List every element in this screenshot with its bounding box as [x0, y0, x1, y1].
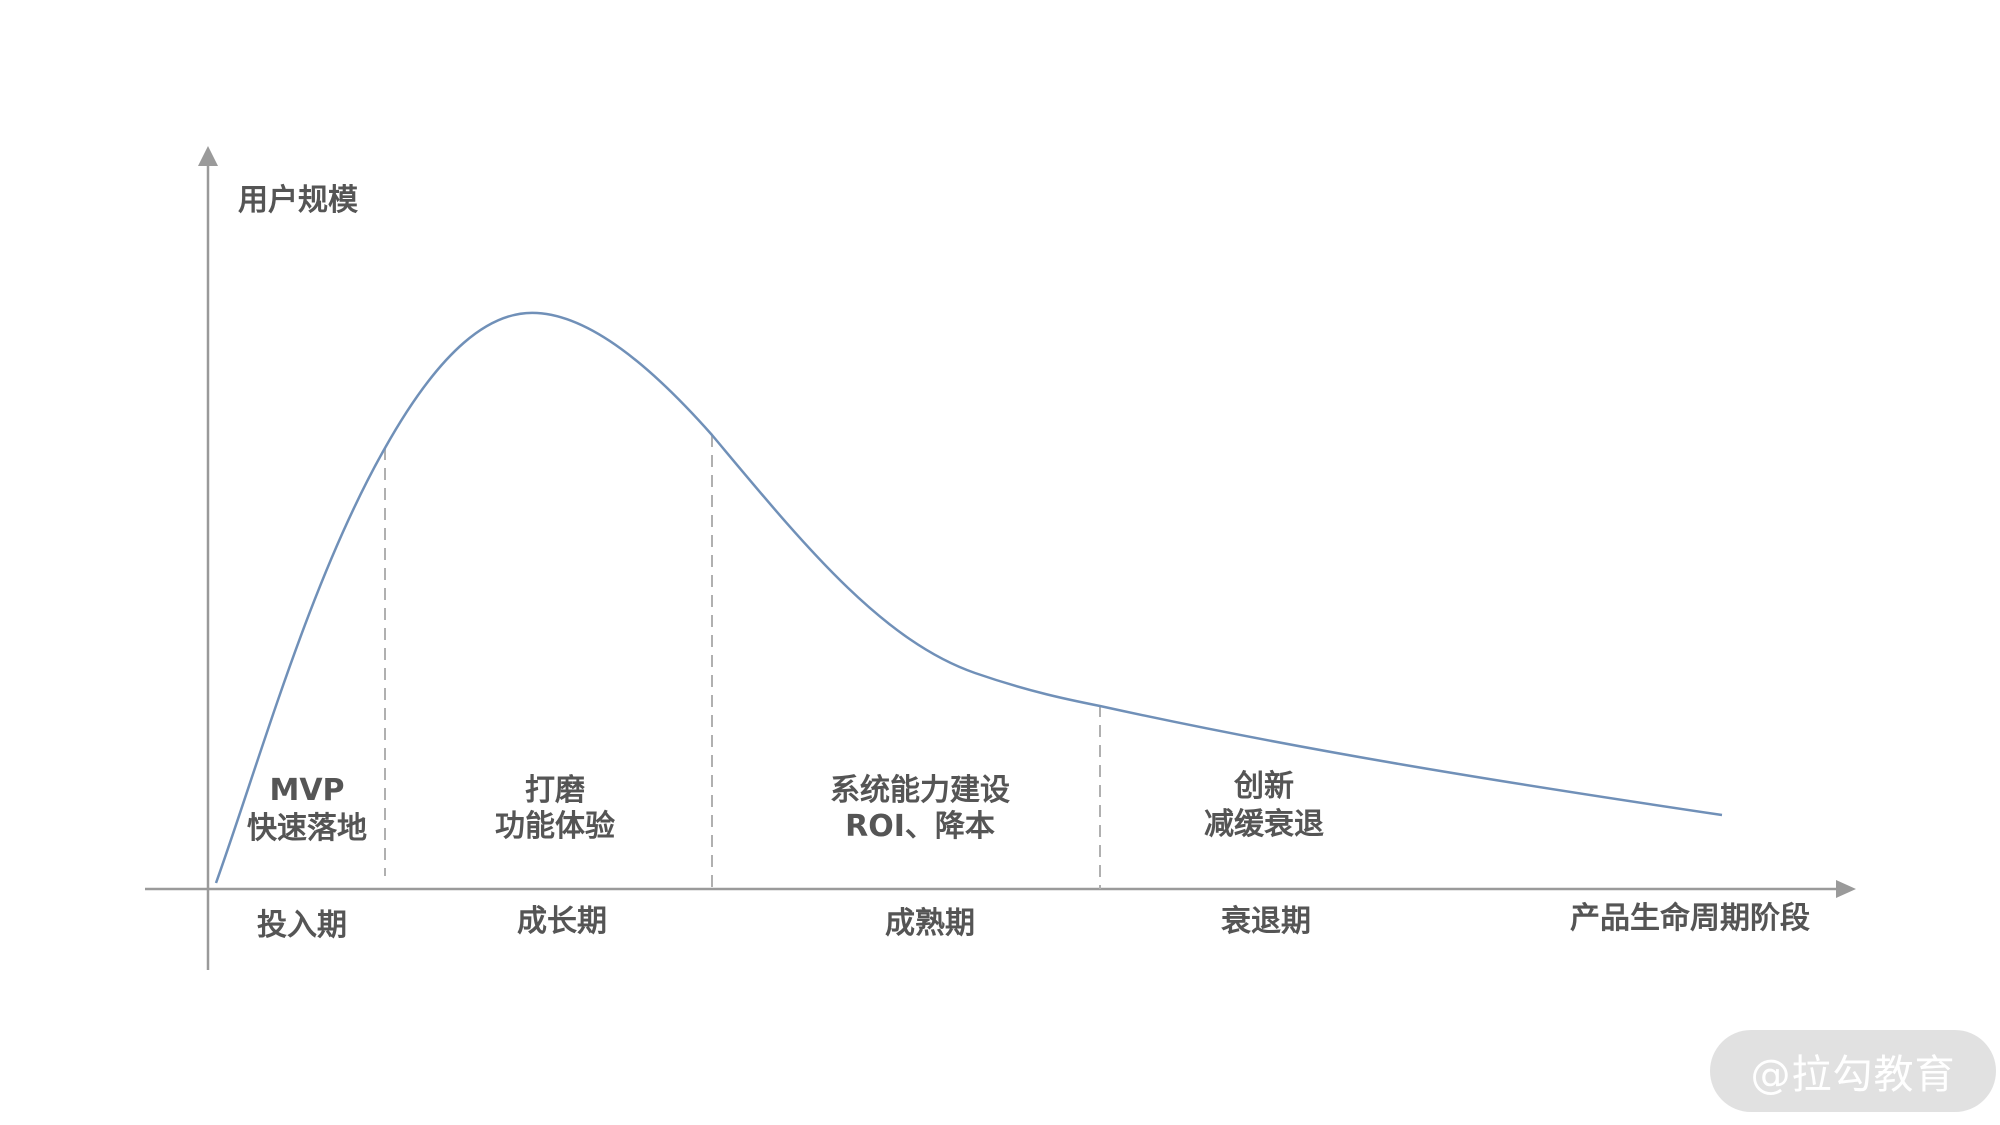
stage-3-description-line-1: 系统能力建设	[830, 773, 1010, 808]
stage-1-description-line-1: MVP	[269, 773, 344, 808]
stage-4-name: 衰退期	[1221, 904, 1311, 939]
lifecycle-curve	[214, 311, 1723, 884]
x-axis-label: 产品生命周期阶段	[1570, 901, 1810, 936]
stage-2-name: 成长期	[517, 904, 607, 939]
y-axis-arrow-icon	[198, 146, 218, 166]
watermark-badge: @拉勾教育	[1710, 1030, 1996, 1112]
stage-2-description-line-1: 打磨	[525, 773, 585, 808]
stage-1-description-line-2: 快速落地	[247, 811, 367, 846]
stage-2-description-line-2: 功能体验	[495, 809, 615, 844]
stage-3-name: 成熟期	[885, 906, 975, 941]
watermark-text: @拉勾教育	[1750, 1052, 1956, 1098]
x-axis-arrow-icon	[1836, 880, 1856, 898]
stage-4-description-line-1: 创新	[1233, 769, 1294, 804]
stage-4-description-line-2: 减缓衰退	[1204, 807, 1324, 842]
y-axis-label: 用户规模	[238, 183, 358, 218]
stage-1-name: 投入期	[257, 908, 347, 943]
stage-3-description-line-2: ROI、降本	[845, 809, 995, 844]
